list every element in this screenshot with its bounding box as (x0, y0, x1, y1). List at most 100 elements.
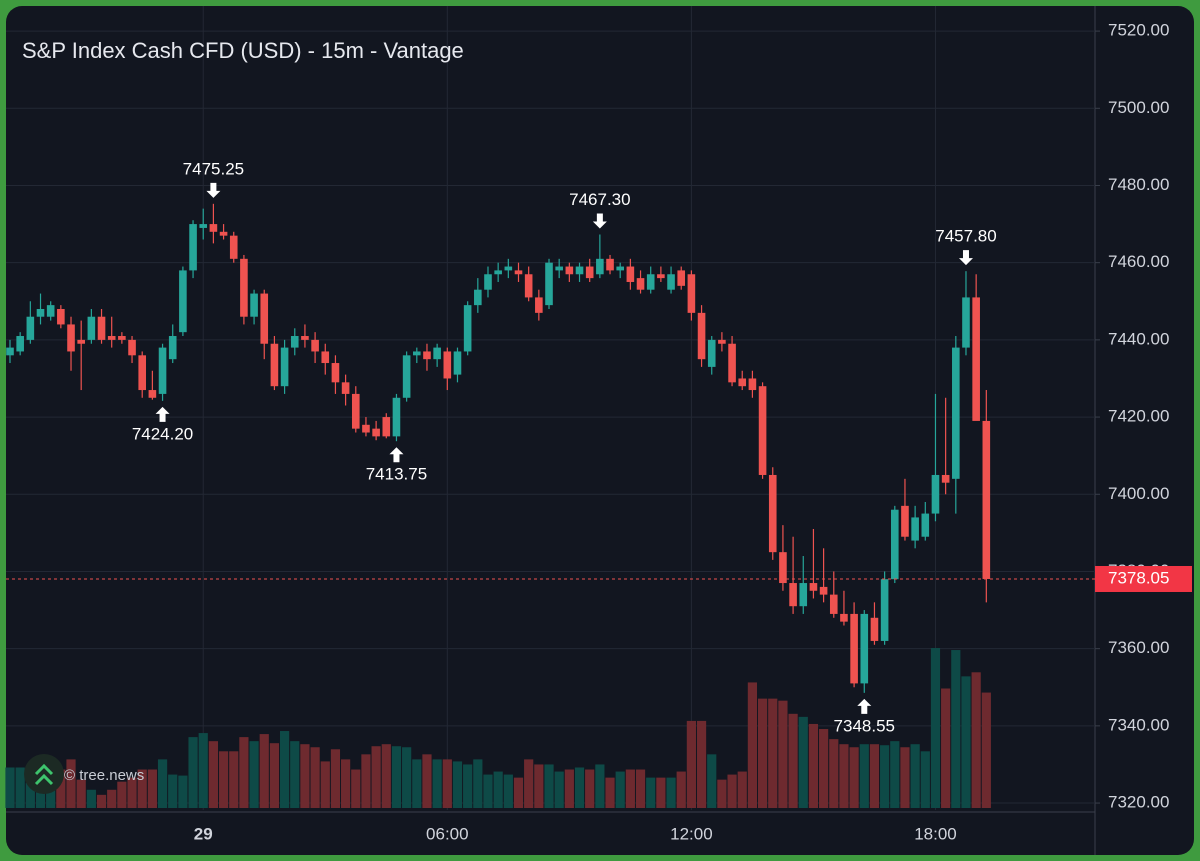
candle-body (789, 583, 797, 607)
volume-bar (147, 769, 157, 808)
candle-body (931, 474, 940, 514)
volume-bar (646, 777, 656, 808)
volume-bar (5, 767, 15, 808)
candle-body (636, 278, 645, 290)
y-tick-label: 7340.00 (1108, 715, 1169, 734)
candle-body (616, 266, 624, 271)
candle-body (229, 235, 238, 259)
volume-bar (524, 759, 534, 808)
candle-body (331, 363, 340, 383)
volume-bar (564, 769, 574, 808)
volume-bar (574, 767, 585, 808)
volume-bar (808, 723, 819, 808)
volume-bar (859, 744, 869, 808)
volume-bar (951, 650, 961, 808)
volume-bar (666, 777, 676, 808)
candle-body (677, 270, 686, 286)
candle-body (707, 339, 716, 367)
candle-body (626, 266, 635, 282)
volume-bar (493, 771, 503, 808)
candle-body (819, 586, 828, 595)
volume-bar (849, 747, 859, 808)
candle-body (880, 579, 889, 641)
candle-body (6, 347, 14, 356)
volume-bar (157, 759, 168, 808)
candle-body (667, 274, 675, 290)
candle-body (179, 270, 187, 333)
candle-body (57, 308, 65, 325)
marker-arrow (206, 182, 221, 198)
volume-bar (819, 729, 829, 808)
candle-body (718, 339, 726, 344)
marker-label: 7348.55 (834, 716, 895, 735)
volume-bar (930, 648, 941, 808)
volume-bar (168, 774, 178, 808)
candle-body (16, 336, 24, 352)
volume-bar (432, 759, 442, 808)
candle-body (494, 270, 502, 275)
volume-bar (300, 744, 310, 808)
candle-body (402, 355, 411, 398)
marker-arrow (857, 698, 872, 714)
candle-body (504, 266, 513, 271)
volume-bar (310, 747, 320, 808)
candle-body (972, 297, 980, 421)
volume-bar (290, 741, 300, 808)
candle-body (260, 293, 269, 344)
candle-body (911, 517, 919, 541)
y-tick-label: 7460.00 (1108, 252, 1169, 271)
volume-bar (249, 741, 259, 808)
candle-body (952, 347, 960, 479)
candle-body (829, 594, 838, 614)
volume-bar (971, 672, 981, 808)
volume-bar (717, 779, 727, 808)
volume-bar (15, 767, 25, 808)
volume-pane (5, 648, 991, 808)
watermark: © tree.news (64, 767, 144, 784)
candle-body (36, 308, 45, 317)
candle-body (545, 262, 553, 306)
volume-bar (473, 759, 483, 808)
candle-body (219, 231, 228, 236)
candle-body (474, 289, 482, 306)
volume-bar (351, 769, 361, 808)
candle-body (26, 316, 35, 340)
candle-body (209, 224, 218, 232)
volume-bar (961, 676, 971, 808)
candle-body (301, 336, 309, 340)
volume-bar (635, 769, 646, 808)
candle-body (758, 386, 767, 475)
y-tick-label: 7400.00 (1108, 484, 1169, 503)
volume-bar (137, 769, 147, 808)
last-price-label: 7378.05 (1108, 568, 1169, 587)
volume-bar (178, 775, 188, 808)
candle-body (748, 378, 757, 391)
volume-bar (513, 777, 524, 808)
candle-body (585, 266, 594, 279)
candle-body (697, 312, 706, 360)
candle-body (921, 513, 930, 537)
volume-bar (402, 747, 412, 808)
volume-bar (56, 769, 66, 808)
volume-bar (544, 764, 554, 808)
candle-body (189, 224, 197, 271)
marker-arrow (592, 213, 607, 229)
volume-bar (96, 794, 107, 808)
volume-bar (910, 744, 920, 808)
volume-bar (452, 761, 463, 808)
candle-body (890, 509, 899, 580)
volume-bar (534, 764, 544, 808)
volume-bar (585, 769, 595, 808)
logo-icon (34, 763, 54, 786)
candle-body (443, 351, 452, 379)
marker-arrow (155, 406, 170, 422)
volume-bar (463, 764, 473, 808)
volume-bar (656, 777, 666, 808)
candle-body (941, 474, 950, 483)
volume-bar (880, 745, 890, 808)
volume-bar (869, 744, 880, 808)
volume-bar (259, 734, 269, 808)
candle-body (433, 347, 441, 360)
candle-body (738, 378, 747, 387)
